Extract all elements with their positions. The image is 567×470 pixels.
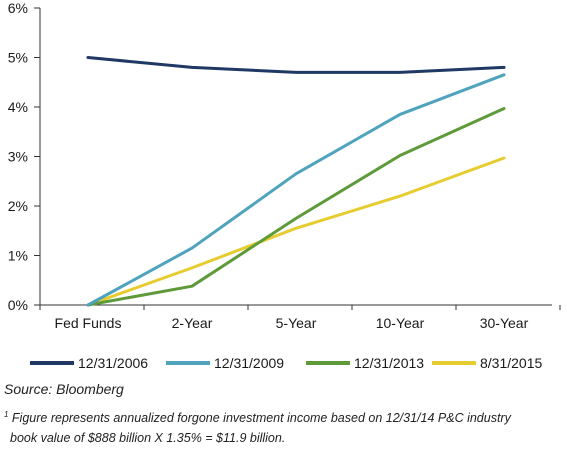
footnote-marker: 1 — [4, 410, 9, 419]
x-tick-label: 30-Year — [480, 315, 529, 331]
series-line — [86, 73, 506, 307]
x-tick-label: Fed Funds — [55, 315, 122, 331]
legend-swatch — [30, 361, 74, 365]
y-tick-label: 5% — [8, 50, 28, 66]
legend-item: 8/31/2015 — [432, 353, 542, 373]
series-line — [86, 106, 506, 307]
legend-item: 12/31/2006 — [30, 353, 148, 373]
chart-axes — [34, 7, 561, 310]
legend-label: 12/31/2006 — [78, 355, 149, 371]
series-line — [86, 156, 506, 307]
legend-swatch — [432, 361, 476, 365]
x-tick-label: 2-Year — [172, 315, 213, 331]
legend-label: 12/31/2009 — [214, 355, 285, 371]
legend-label: 8/31/2015 — [480, 355, 543, 371]
source-note: Source: Bloomberg — [4, 381, 124, 397]
y-tick-label: 6% — [8, 0, 28, 16]
footnote: 1 Figure represents annualized forgone i… — [4, 405, 562, 448]
y-tick-label: 1% — [8, 248, 28, 264]
legend-swatch — [306, 361, 350, 365]
line-chart: 0% 1% 2% 3% 4% 5% 6% Fed Funds 2-Year 5-Year 10-Y… — [8, 0, 561, 331]
series-line — [86, 56, 506, 74]
legend-item: 12/31/2013 — [306, 353, 424, 373]
legend-label: 12/31/2013 — [354, 355, 425, 371]
footnote-line-1: 1 Figure represents annualized forgone i… — [4, 405, 562, 428]
legend-item: 12/31/2009 — [166, 353, 284, 373]
series-lines — [86, 56, 506, 307]
y-tick-labels: 0% 1% 2% 3% 4% 5% 6% — [8, 0, 28, 313]
x-tick-label: 5-Year — [276, 315, 317, 331]
x-tick-labels: Fed Funds 2-Year 5-Year 10-Year 30-Year — [55, 315, 529, 331]
y-tick-label: 0% — [8, 297, 28, 313]
x-tick-label: 10-Year — [376, 315, 425, 331]
footnote-line-2: book value of $888 billion X 1.35% = $11… — [10, 431, 286, 446]
y-tick-label: 2% — [8, 198, 28, 214]
y-tick-label: 3% — [8, 149, 28, 165]
legend-swatch — [166, 361, 210, 365]
footnote-text-1: Figure represents annualized forgone inv… — [8, 411, 511, 426]
y-tick-label: 4% — [8, 99, 28, 115]
chart-legend: 12/31/2006 12/31/2009 12/31/2013 8/31/2015 — [30, 353, 560, 373]
